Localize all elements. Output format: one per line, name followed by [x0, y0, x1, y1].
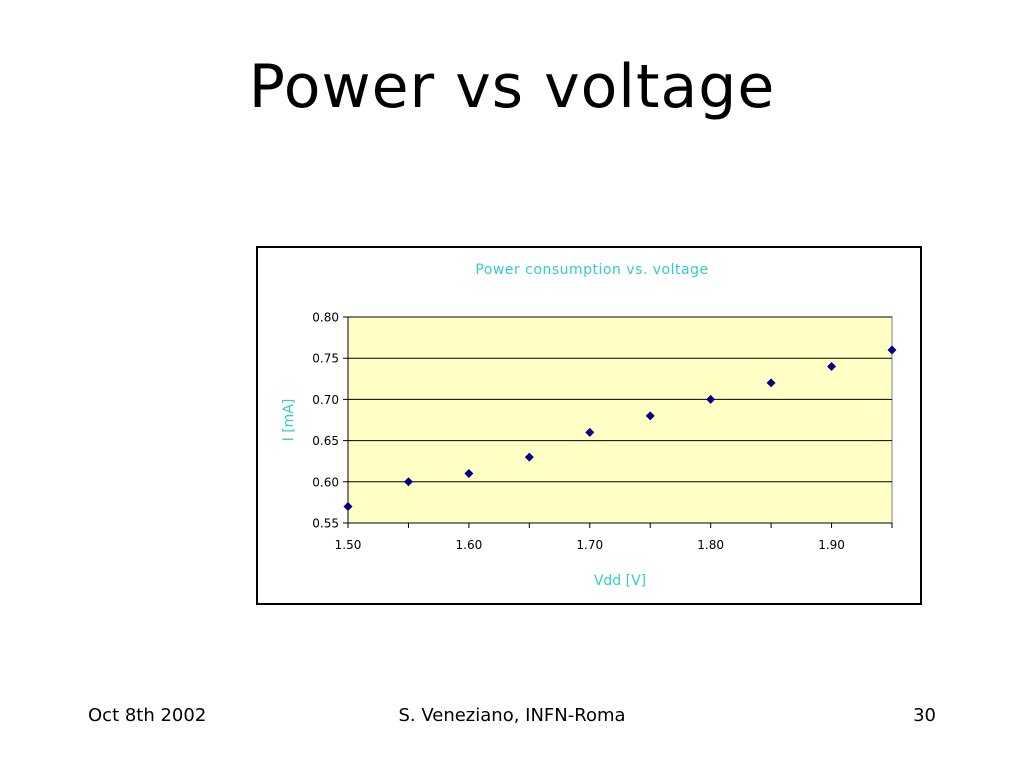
data-point: [645, 411, 655, 421]
y-axis-label: I [mA]: [281, 399, 297, 442]
y-tick-label: 0.60: [312, 475, 339, 489]
x-tick-label: 1.70: [576, 538, 603, 552]
y-tick-label: 0.65: [312, 434, 339, 448]
footer-date: Oct 8th 2002: [88, 705, 207, 726]
data-point: [887, 345, 897, 355]
y-tick-label: 0.80: [312, 311, 339, 325]
x-tick-label: 1.60: [456, 538, 483, 552]
tick-labels: 0.55 0.60 0.65 0.70 0.75 0.80 1.50 1.60 1.70 1.80…: [312, 311, 845, 553]
footer-page-number: 30: [913, 705, 936, 726]
gridlines: [348, 316, 892, 483]
data-points: [343, 345, 897, 512]
scatter-chart: Power consumption vs. voltage 0.550.600.…: [281, 262, 897, 589]
y-tick-label: 0.75: [312, 352, 339, 366]
x-tick-label: 1.90: [818, 538, 845, 552]
data-point: [343, 502, 353, 512]
data-point: [524, 452, 534, 462]
slide-title: Power vs voltage: [248, 52, 776, 122]
data-point: [827, 361, 837, 371]
data-point: [464, 469, 474, 479]
x-tick-label: 1.50: [335, 538, 362, 552]
data-point: [706, 394, 716, 404]
axes: [343, 316, 893, 528]
chart-title: Power consumption vs. voltage: [475, 262, 708, 278]
data-point: [766, 378, 776, 388]
x-axis-label: Vdd [V]: [594, 573, 646, 589]
y-tick-label: 0.55: [312, 517, 339, 531]
footer-author: S. Veneziano, INFN-Roma: [398, 705, 626, 726]
data-point: [585, 427, 595, 437]
plot-area: [347, 316, 893, 524]
chart-frame: Power consumption vs. voltage 0.55 0.60 0.…: [256, 246, 922, 605]
y-tick-label: 0.70: [312, 393, 339, 407]
data-point: [403, 477, 413, 487]
x-tick-label: 1.80: [697, 538, 724, 552]
